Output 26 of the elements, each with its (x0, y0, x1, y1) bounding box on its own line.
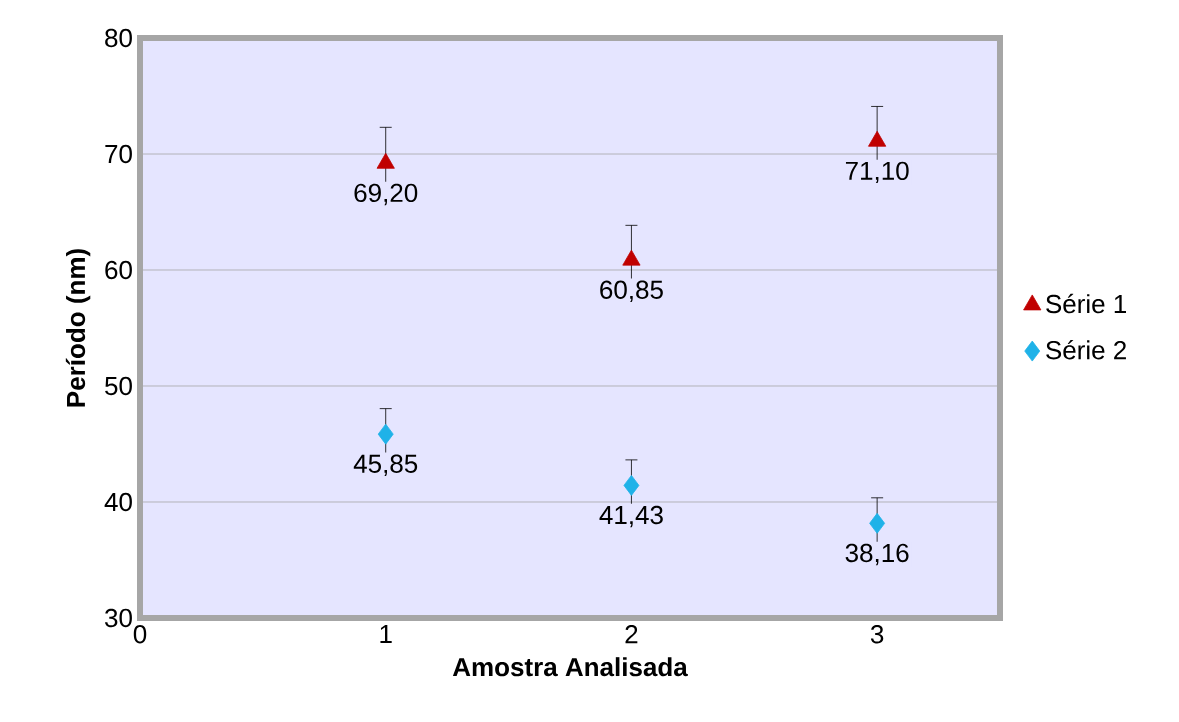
data-label: 60,85 (600, 280, 663, 303)
point (623, 475, 640, 496)
y-axis-title: Período (nm) (65, 249, 91, 407)
point (376, 152, 395, 169)
x-tick-label: 1 (380, 625, 392, 643)
y-tick-label: 40 (104, 492, 132, 512)
y-tick-label: 80 (105, 28, 132, 48)
point (622, 249, 641, 266)
legend-label: Série 1 (1046, 293, 1127, 314)
point (377, 423, 394, 445)
point (868, 130, 887, 147)
data-label: 38,16 (845, 543, 909, 566)
data-label: 41,43 (599, 505, 663, 528)
x-axis-title: Amostra Analisada (452, 657, 688, 677)
point (869, 512, 886, 534)
data-label: 69,20 (354, 183, 418, 206)
data-label: 71,10 (845, 161, 909, 184)
y-tick-label: 70 (105, 144, 132, 164)
x-tick-label: 0 (133, 625, 147, 644)
x-tick-label: 3 (870, 625, 884, 644)
y-tick-label: 50 (105, 376, 132, 396)
x-tick-label: 2 (625, 625, 638, 644)
legend-label: Série 2 (1046, 340, 1126, 360)
data-label: 45,85 (353, 454, 418, 477)
y-tick-label: 60 (105, 260, 132, 280)
y-tick-label: 30 (105, 608, 132, 628)
